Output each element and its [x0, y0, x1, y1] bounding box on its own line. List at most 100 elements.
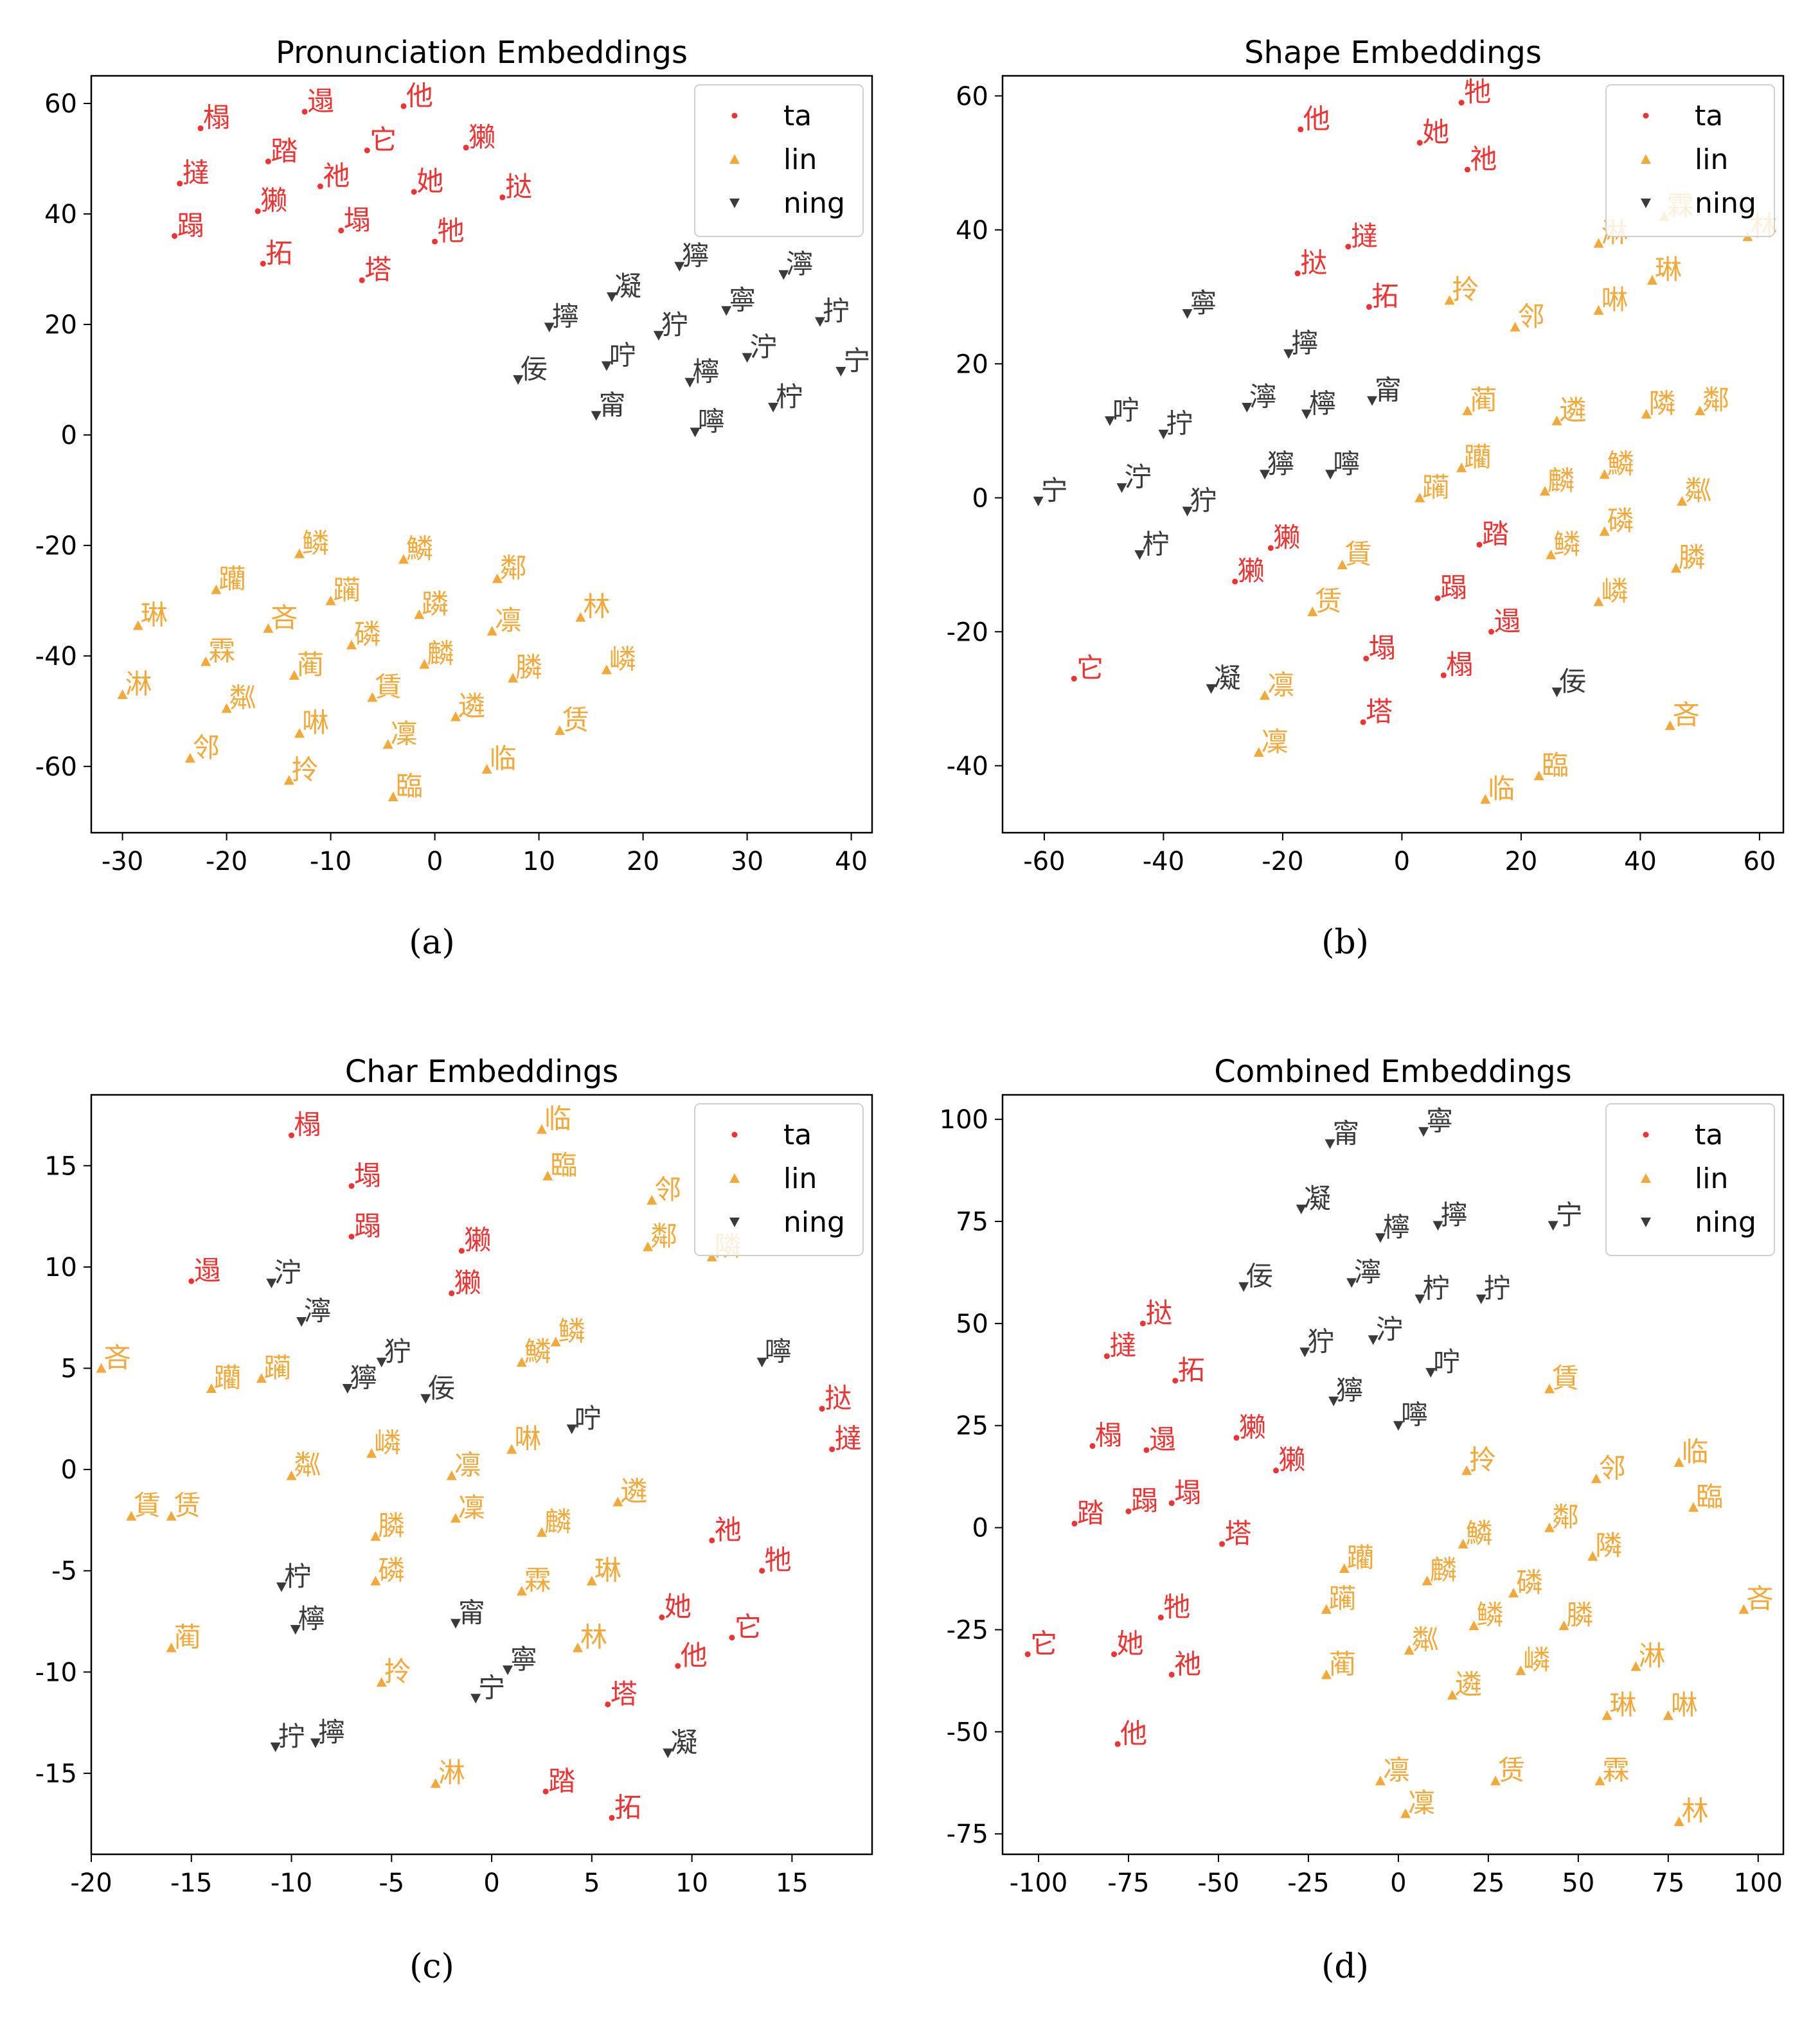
point-label: 撻: [183, 157, 210, 189]
x-tick-label: -25: [1287, 1868, 1329, 1898]
y-tick-label: 25: [956, 1412, 988, 1441]
point-label: 獭: [454, 1267, 481, 1299]
point-label: 麟: [1430, 1554, 1457, 1586]
point-lin: [117, 689, 128, 700]
point-lin: [1601, 1710, 1612, 1720]
point-label: 濘: [1249, 381, 1276, 412]
x-tick-label: 25: [1472, 1868, 1504, 1898]
point-label: 膦: [1679, 542, 1706, 573]
point-ning: [1346, 1278, 1357, 1288]
point-lin: [166, 1511, 177, 1521]
y-tick-label: 100: [940, 1105, 988, 1135]
point-label: 鱗: [406, 533, 433, 564]
panel-caption: (d): [1321, 1947, 1369, 1986]
point-label: 他: [1120, 1717, 1147, 1749]
point-lin: [1422, 1575, 1432, 1586]
point-lin: [1558, 1620, 1569, 1631]
point-label: 蔺: [297, 649, 324, 680]
point-label: 狞: [1307, 1326, 1334, 1357]
point-ning: [1134, 550, 1145, 560]
point-ta: [317, 183, 323, 190]
point-label: 檸: [1383, 1211, 1410, 1243]
point-ning: [1432, 1221, 1443, 1231]
chart-title: Combined Embeddings: [1214, 1054, 1571, 1090]
x-tick-label: 30: [731, 847, 763, 876]
point-lin: [1490, 1775, 1501, 1786]
x-tick-label: -75: [1107, 1868, 1149, 1898]
point-ning: [684, 378, 695, 388]
point-label: 邻: [193, 732, 220, 763]
x-tick-label: -5: [379, 1868, 404, 1898]
point-label: 牠: [438, 215, 465, 247]
point-ta: [1273, 1468, 1280, 1474]
point-label: 邻: [1599, 1452, 1626, 1484]
point-label: 甯: [458, 1597, 485, 1629]
point-label: 隣: [1595, 1530, 1622, 1561]
point-label: 凛: [495, 605, 522, 636]
point-ta: [348, 1234, 355, 1240]
point-lin: [1533, 770, 1544, 781]
point-label: 泞: [274, 1257, 301, 1288]
point-lin: [1540, 486, 1551, 496]
point-label: 磷: [1607, 505, 1634, 537]
point-label: 祂: [715, 1514, 742, 1545]
point-label: 佞: [428, 1372, 455, 1404]
point-label: 鱗: [1607, 448, 1634, 479]
point-label: 寧: [510, 1644, 537, 1675]
x-tick-label: -30: [102, 847, 143, 876]
point-lin: [1664, 720, 1675, 731]
point-ning: [270, 1742, 281, 1752]
point-label: 擰: [1440, 1199, 1467, 1230]
point-label: 蔺: [1470, 384, 1497, 416]
point-ta: [359, 277, 365, 283]
point-label: 他: [406, 80, 433, 111]
point-label: 塌: [354, 1160, 381, 1191]
point-label: 她: [665, 1591, 691, 1622]
point-label: 拧: [1484, 1273, 1511, 1304]
point-label: 凝: [614, 270, 641, 302]
point-label: 凜: [1408, 1787, 1435, 1818]
point-label: 遢: [307, 85, 334, 117]
point-label: 嶙: [374, 1427, 401, 1459]
point-lin: [542, 1171, 553, 1181]
point-label: 宁: [1041, 475, 1068, 506]
point-label: 嶙: [1601, 575, 1628, 607]
point-lin: [451, 711, 461, 722]
legend-marker-ta: [731, 112, 738, 119]
point-lin: [346, 639, 357, 650]
point-label: 鳞: [1553, 528, 1580, 560]
point-label: 柠: [776, 381, 803, 412]
point-label: 咛: [575, 1403, 602, 1434]
point-label: 擰: [1291, 328, 1318, 359]
point-label: 林: [583, 591, 610, 623]
point-lin: [536, 1527, 547, 1537]
point-label: 臨: [550, 1149, 577, 1181]
point-ta: [1233, 1435, 1240, 1441]
point-lin: [575, 612, 586, 622]
point-label: 她: [1117, 1628, 1144, 1660]
point-label: 他: [681, 1640, 708, 1671]
point-ning: [1260, 470, 1271, 480]
point-label: 它: [735, 1611, 762, 1643]
point-label: 凛: [1267, 669, 1294, 700]
point-lin: [1461, 1465, 1472, 1475]
point-label: 林: [580, 1621, 607, 1653]
point-label: 祂: [1174, 1648, 1201, 1680]
point-ta: [289, 1132, 295, 1139]
point-label: 踏: [271, 135, 298, 166]
point-label: 拎: [292, 754, 319, 785]
point-lin: [1695, 405, 1706, 416]
point-label: 拎: [384, 1656, 411, 1687]
point-label: 獭: [1238, 555, 1265, 587]
point-lin: [706, 1252, 717, 1262]
y-tick-label: -50: [947, 1717, 988, 1747]
point-lin: [1321, 1604, 1332, 1614]
point-label: 遢: [1494, 605, 1521, 637]
point-ta: [1440, 672, 1447, 678]
y-tick-label: 20: [956, 350, 988, 379]
point-ning: [470, 1694, 481, 1704]
point-label: 临: [1682, 1436, 1709, 1468]
x-tick-label: 0: [427, 847, 443, 876]
point-label: 鳞: [302, 528, 329, 559]
legend-label-ning: ning: [783, 187, 845, 220]
